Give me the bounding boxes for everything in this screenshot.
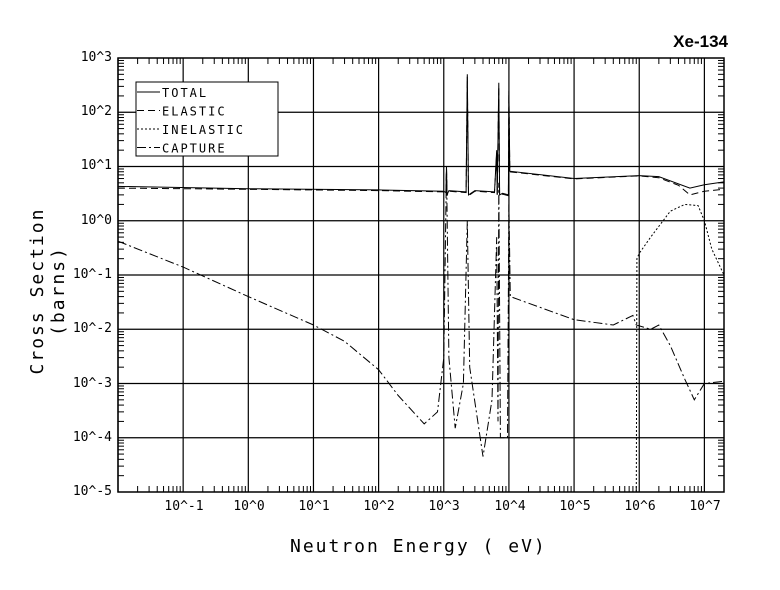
- legend-box: [135, 81, 279, 157]
- y-tick-label: 10^-4: [72, 430, 112, 445]
- series-capture-line: [118, 166, 724, 457]
- legend-label-total: TOTAL: [162, 86, 208, 100]
- y-tick-label: 10^1: [80, 158, 112, 173]
- x-axis-label: Neutron Energy ( eV): [290, 536, 547, 557]
- x-tick-label: 10^3: [428, 499, 460, 514]
- x-tick-label: 10^7: [689, 499, 721, 514]
- y-tick-label: 10^0: [80, 213, 112, 228]
- x-tick-label: 10^-1: [164, 499, 204, 514]
- legend-label-capture: CAPTURE: [162, 142, 227, 156]
- series-total-line: [118, 74, 724, 196]
- series-group: [118, 74, 724, 492]
- x-tick-label: 10^2: [363, 499, 395, 514]
- x-tick-label: 10^1: [298, 499, 330, 514]
- chart-title: Xe-134: [673, 32, 728, 51]
- y-tick-label: 10^3: [80, 50, 112, 65]
- y-tick-label: 10^-1: [72, 267, 112, 282]
- y-tick-label: 10^2: [80, 104, 112, 119]
- y-tick-label: 10^-5: [72, 484, 112, 499]
- legend-label-inelastic: INELASTIC: [162, 123, 245, 137]
- legend-label-elastic: ELASTIC: [162, 105, 227, 119]
- series-inelastic-line: [635, 203, 724, 492]
- x-tick-label: 10^4: [494, 499, 526, 514]
- plot-frame: [117, 57, 725, 493]
- x-tick-label: 10^0: [233, 499, 265, 514]
- legend: TOTAL ELASTIC INELASTIC CAPTURE: [135, 81, 279, 157]
- x-tick-label: 10^6: [624, 499, 656, 514]
- y-tick-label: 10^-3: [72, 376, 112, 391]
- y-tick-label: 10^-2: [72, 321, 112, 336]
- x-tick-label: 10^5: [559, 499, 591, 514]
